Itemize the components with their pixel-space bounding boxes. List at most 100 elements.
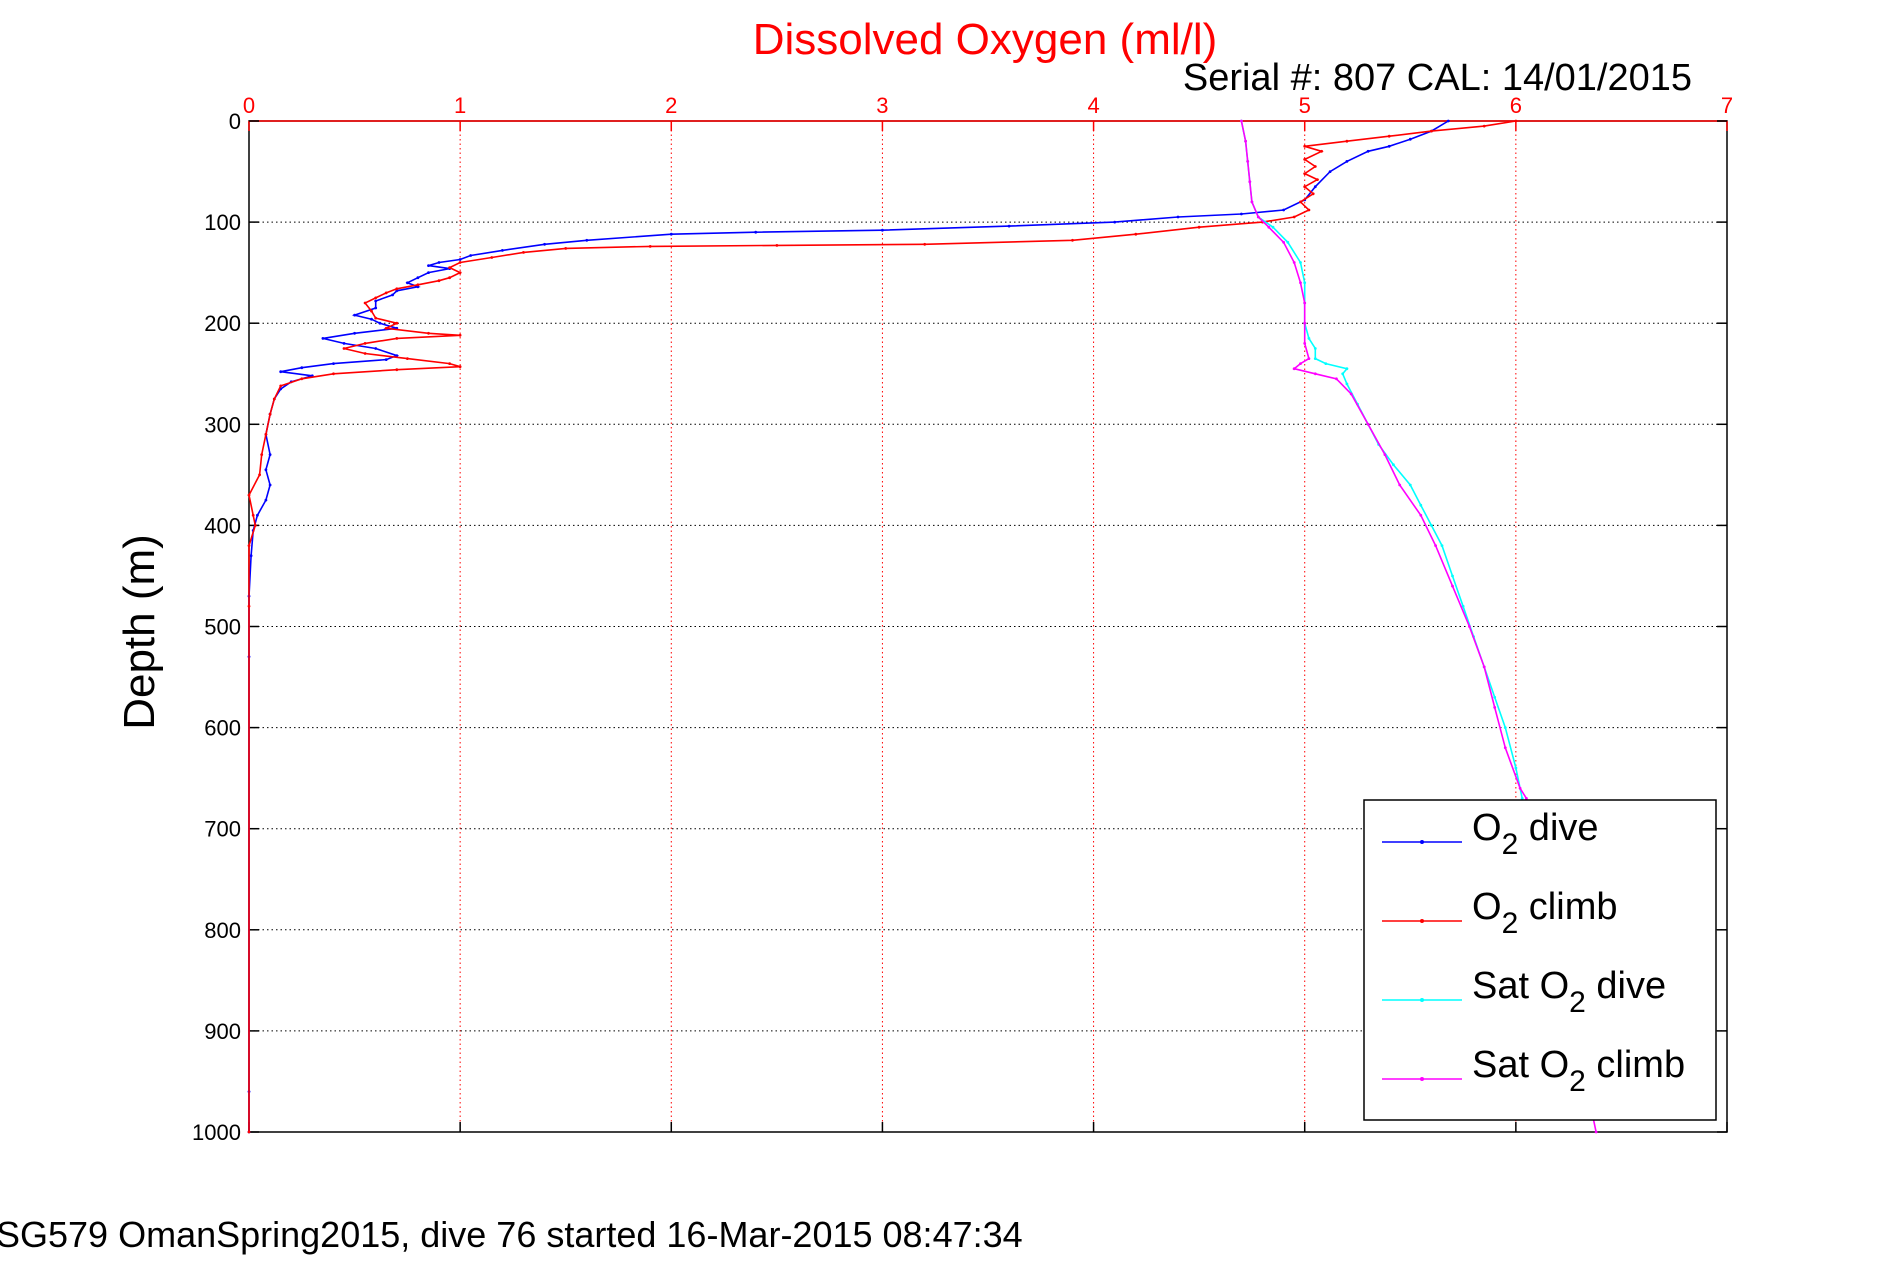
y-tick-label: 600 xyxy=(204,716,241,741)
data-point-o2-climb xyxy=(458,261,462,264)
data-point-sat-o2-dive xyxy=(1307,337,1311,340)
data-point-sat-o2-dive xyxy=(1461,604,1465,608)
data-point-sat-o2-dive xyxy=(1503,726,1507,729)
data-point-o2-dive xyxy=(374,306,378,310)
data-point-sat-o2-climb xyxy=(1313,372,1317,376)
data-point-o2-climb xyxy=(1303,158,1307,161)
data-point-sat-o2-dive xyxy=(1303,281,1307,285)
data-point-o2-dive xyxy=(268,453,272,456)
y-tick-label: 300 xyxy=(204,412,241,437)
data-point-o2-dive xyxy=(416,285,420,289)
y-tick-label: 100 xyxy=(204,210,241,235)
data-point-o2-climb xyxy=(458,365,462,369)
series-line-o2-climb xyxy=(248,120,1517,1132)
series-sat-o2-climb xyxy=(1240,119,1598,1134)
legend-item-o2-climb: O2 climb xyxy=(1382,886,1617,940)
legend-label: O2 climb xyxy=(1472,886,1617,940)
data-point-sat-o2-climb xyxy=(1299,362,1302,365)
data-point-o2-dive xyxy=(395,354,399,357)
y-tick-label: 900 xyxy=(204,1019,241,1044)
data-point-o2-climb xyxy=(1320,149,1323,153)
data-point-o2-climb xyxy=(342,347,346,350)
y-tick-label: 200 xyxy=(204,311,241,336)
data-point-sat-o2-climb xyxy=(1468,625,1471,628)
data-point-sat-o2-climb xyxy=(1292,261,1296,264)
data-point-o2-climb xyxy=(251,513,255,517)
data-point-sat-o2-climb xyxy=(1282,240,1285,244)
legend-item-sat-o2-dive: Sat O2 dive xyxy=(1382,965,1666,1019)
x-tick-label: 3 xyxy=(876,93,888,118)
data-point-o2-climb xyxy=(395,321,399,325)
data-point-sat-o2-dive xyxy=(1514,766,1518,770)
data-point-o2-climb xyxy=(490,256,494,259)
legend-label: Sat O2 dive xyxy=(1472,965,1666,1019)
data-point-o2-dive xyxy=(1408,137,1412,141)
data-point-sat-o2-climb xyxy=(1493,706,1497,709)
data-point-o2-dive xyxy=(1113,220,1117,224)
data-point-o2-dive xyxy=(585,238,589,242)
y-tick-label: 400 xyxy=(204,513,241,538)
legend-swatch-marker xyxy=(1420,998,1424,1002)
data-point-o2-climb xyxy=(458,333,462,337)
y-tick-label: 1000 xyxy=(192,1120,241,1145)
data-point-sat-o2-dive xyxy=(1451,574,1454,578)
data-point-o2-climb xyxy=(648,245,652,248)
data-point-o2-dive xyxy=(1328,170,1332,174)
data-point-o2-dive xyxy=(249,554,253,558)
data-point-sat-o2-climb xyxy=(1303,321,1307,325)
data-point-o2-climb xyxy=(1134,232,1138,236)
data-point-sat-o2-climb xyxy=(1303,342,1307,345)
data-point-o2-dive xyxy=(1282,208,1285,212)
data-point-o2-climb xyxy=(247,604,251,608)
data-point-sat-o2-climb xyxy=(1482,665,1486,669)
data-point-o2-climb xyxy=(1071,238,1074,242)
data-point-o2-dive xyxy=(264,498,268,502)
data-point-o2-dive xyxy=(427,271,430,274)
x-tick-label: 7 xyxy=(1721,93,1733,118)
data-point-sat-o2-climb xyxy=(1248,180,1252,184)
data-point-o2-dive xyxy=(416,276,420,280)
data-point-o2-climb xyxy=(264,433,268,436)
data-point-o2-climb xyxy=(923,242,927,246)
data-point-sat-o2-dive xyxy=(1392,463,1395,467)
data-point-o2-climb xyxy=(260,453,264,456)
legend-item-sat-o2-climb: Sat O2 climb xyxy=(1382,1044,1685,1098)
data-point-sat-o2-dive xyxy=(1313,347,1317,350)
data-point-o2-climb xyxy=(1303,172,1307,176)
data-point-sat-o2-climb xyxy=(1307,357,1311,360)
data-point-o2-climb xyxy=(279,384,283,388)
data-point-sat-o2-climb xyxy=(1419,513,1423,517)
data-point-sat-o2-climb xyxy=(1383,453,1387,456)
data-point-o2-climb xyxy=(1430,129,1433,133)
data-point-o2-climb xyxy=(384,326,388,330)
data-point-o2-climb xyxy=(395,287,399,291)
data-point-o2-climb xyxy=(247,1130,251,1134)
data-point-o2-dive xyxy=(279,370,283,374)
x-tick-label: 6 xyxy=(1510,93,1522,118)
legend-swatch-marker xyxy=(1420,1077,1424,1081)
data-point-sat-o2-dive xyxy=(1286,240,1290,244)
data-point-o2-dive xyxy=(374,299,378,303)
data-point-o2-dive xyxy=(1345,160,1349,163)
data-point-o2-climb xyxy=(1303,144,1307,148)
data-point-o2-dive xyxy=(395,289,399,293)
data-point-o2-dive xyxy=(256,513,259,517)
data-point-o2-dive xyxy=(353,313,356,317)
data-point-o2-climb xyxy=(427,331,430,335)
data-point-o2-dive xyxy=(384,358,388,361)
data-point-sat-o2-climb xyxy=(1299,281,1302,285)
legend-swatch-marker xyxy=(1420,919,1424,923)
data-point-o2-dive xyxy=(1313,185,1317,189)
x-tick-label: 0 xyxy=(243,93,255,118)
plot-area: 0 1 2 3 4 5 6 7 0 100 200 300 400 500 600 700 800 900 100… xyxy=(192,93,1733,1145)
data-point-o2-dive xyxy=(1240,212,1243,216)
data-point-o2-dive xyxy=(754,230,758,234)
data-point-o2-climb xyxy=(448,266,451,269)
y-tick-label: 500 xyxy=(204,615,241,640)
data-point-o2-dive xyxy=(370,317,373,321)
data-point-o2-dive xyxy=(378,321,382,325)
data-point-o2-dive xyxy=(374,347,378,350)
data-point-o2-dive xyxy=(669,232,673,236)
data-point-sat-o2-dive xyxy=(1271,225,1275,229)
